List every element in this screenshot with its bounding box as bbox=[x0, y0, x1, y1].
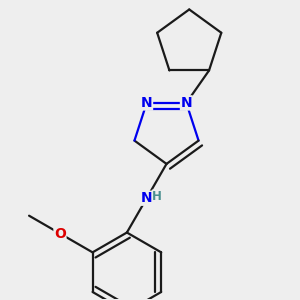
Text: N: N bbox=[181, 96, 192, 110]
Text: H: H bbox=[152, 190, 162, 203]
Text: N: N bbox=[141, 191, 152, 205]
Text: N: N bbox=[141, 96, 152, 110]
Text: O: O bbox=[54, 226, 66, 241]
